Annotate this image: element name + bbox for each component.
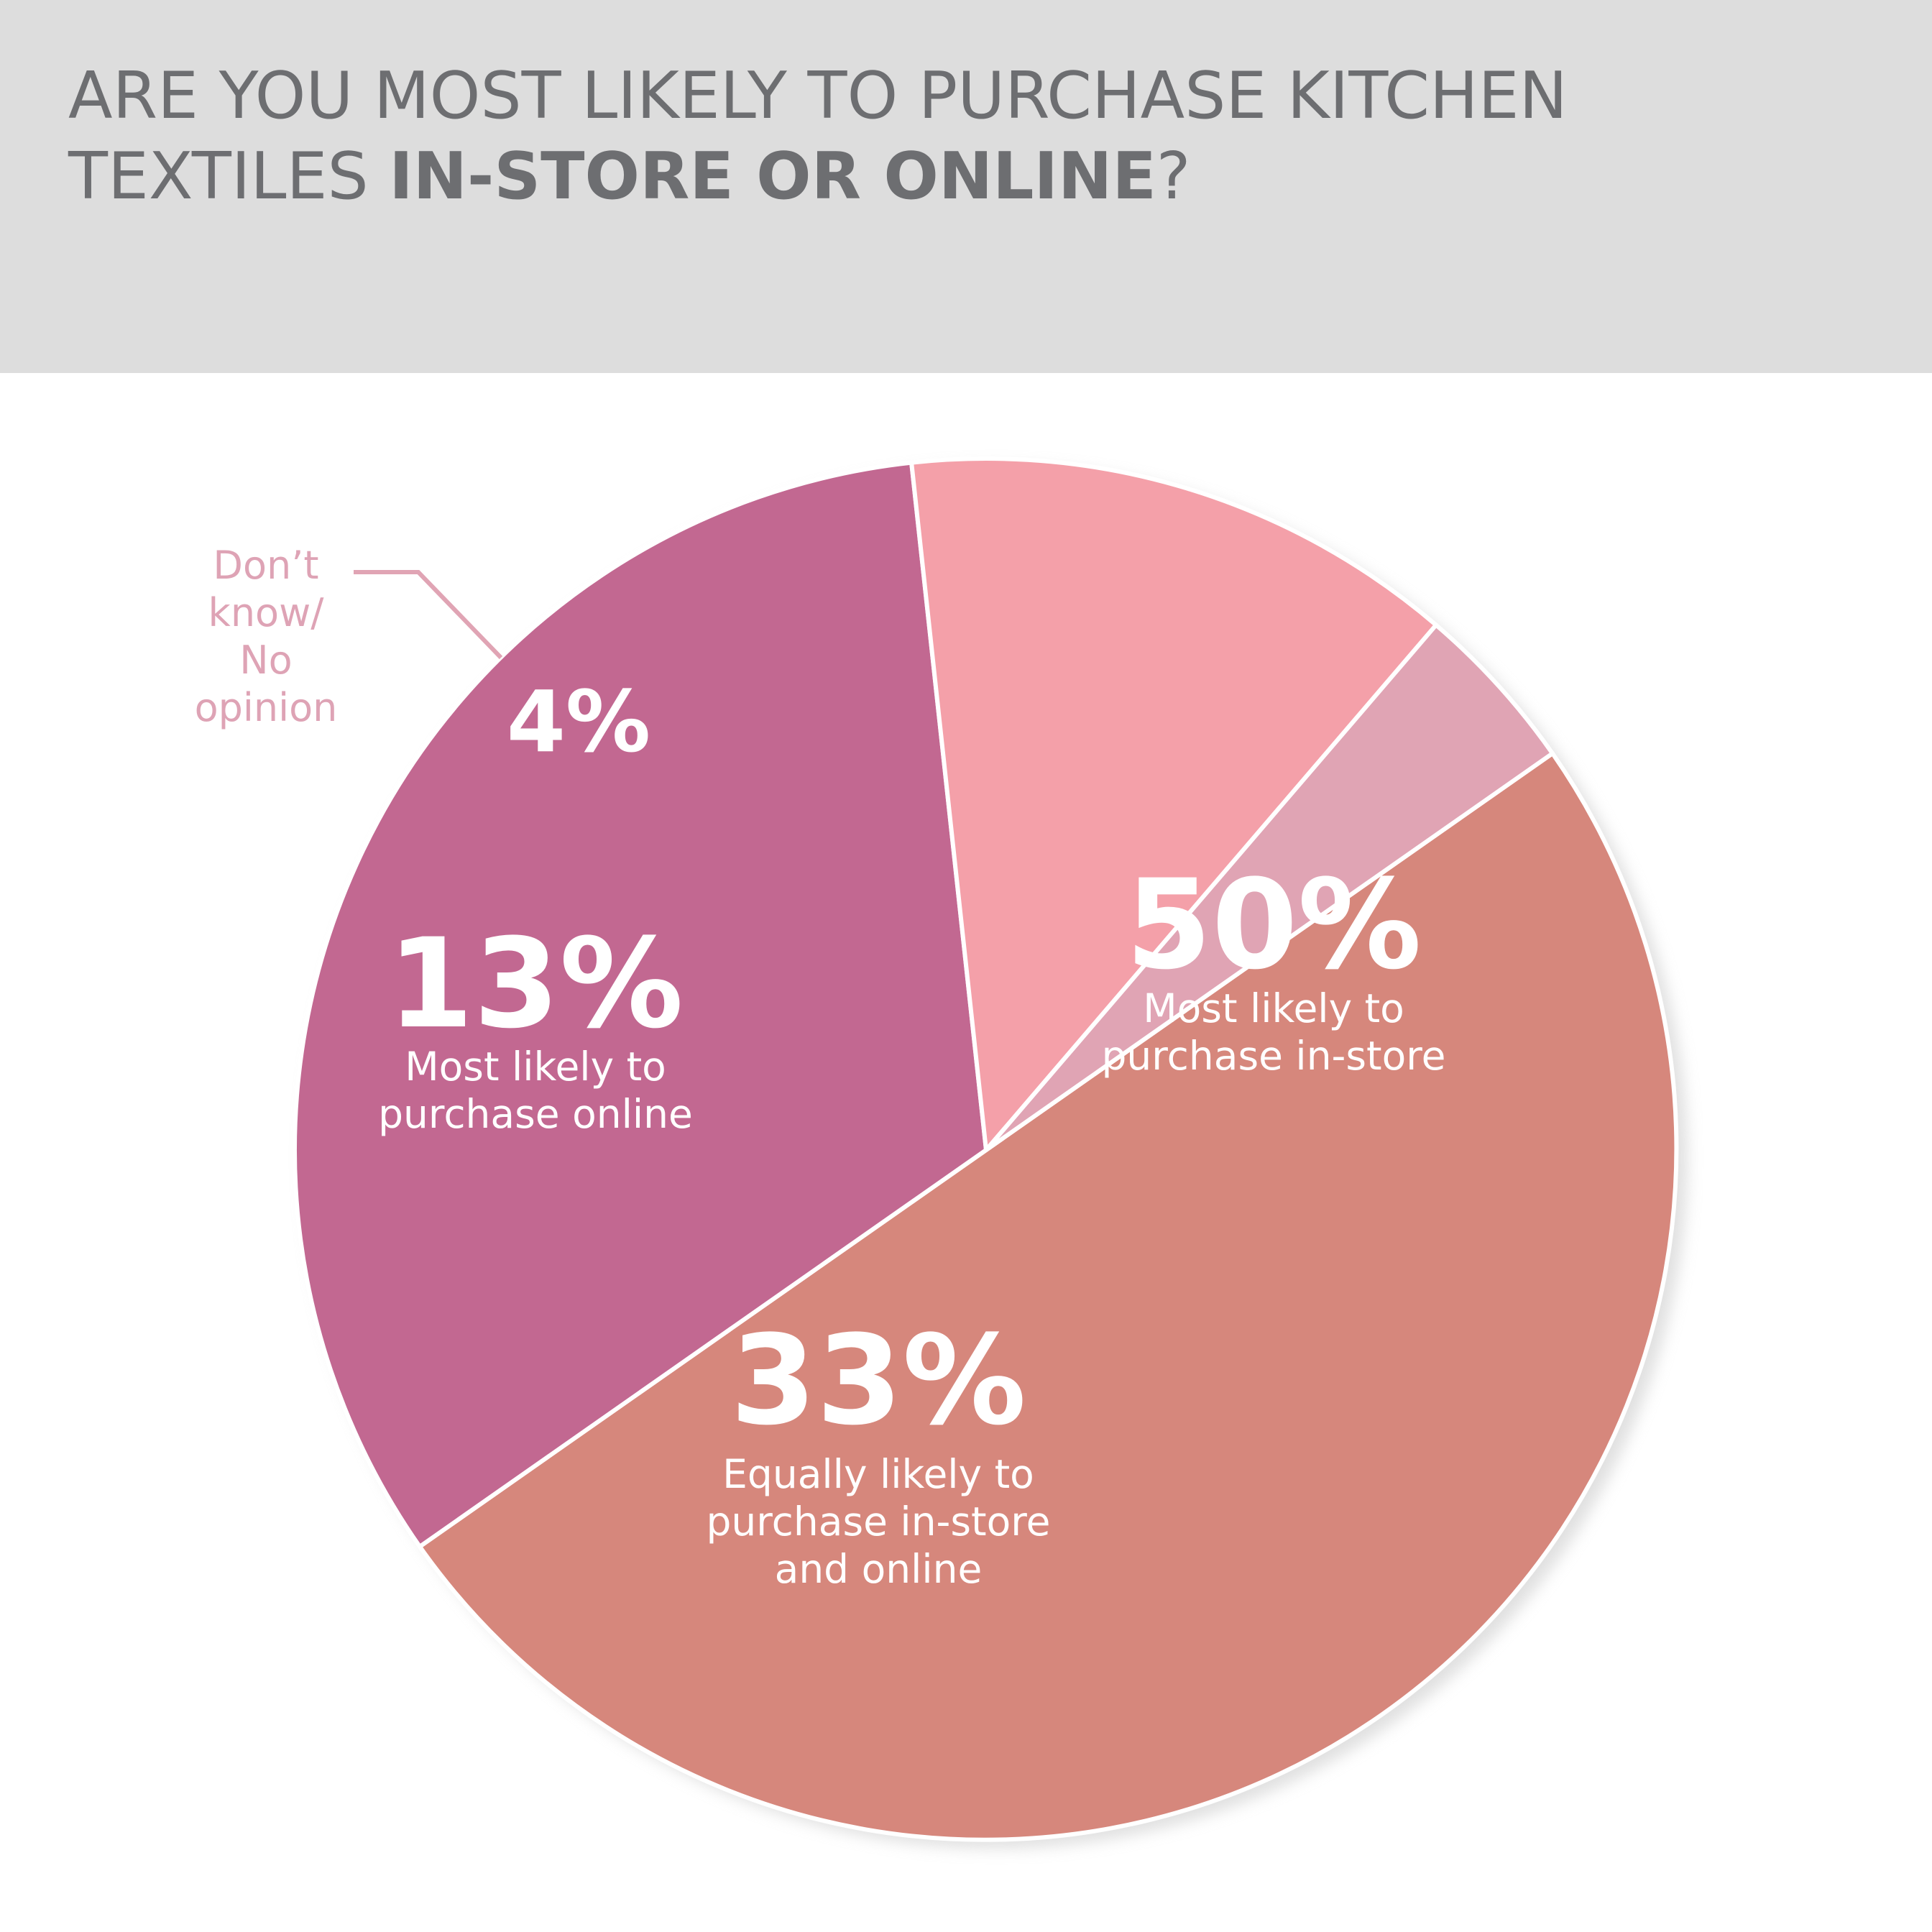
callout-label-line-1: know/ [208, 590, 325, 635]
title-line-2-regular: TEXTILES [68, 139, 390, 214]
title-banner [0, 0, 1932, 373]
slice-percent-label-0: 50% [1126, 852, 1422, 997]
title-line-2: TEXTILES IN-STORE OR ONLINE? [68, 137, 1908, 217]
slice-description-1-line-1: purchase in-store [706, 1499, 1050, 1545]
callout-label-line-2: No [239, 638, 292, 683]
chart-title: ARE YOU MOST LIKELY TO PURCHASE KITCHEN … [68, 56, 1908, 217]
callout-label-line-3: opinion [195, 685, 338, 730]
pie-slice-3 [984, 622, 1555, 1152]
title-line-2-bold: IN-STORE OR ONLINE [389, 139, 1156, 214]
slice-percent-label-1: 33% [730, 1308, 1026, 1453]
pie-slice-0 [417, 751, 1679, 1842]
callout-leader-line [354, 570, 503, 660]
title-line-2-end: ? [1156, 139, 1191, 214]
slice-percent-label-2: 13% [387, 911, 684, 1056]
title-line-1: ARE YOU MOST LIKELY TO PURCHASE KITCHEN [68, 58, 1568, 134]
slice-description-0-line-1: purchase in-store [1101, 1033, 1445, 1079]
slice-percent-label-3: 4% [507, 672, 650, 771]
slice-description-1-line-0: Equally likely to [722, 1451, 1034, 1497]
slice-description-2-line-0: Most likely to [405, 1044, 666, 1090]
pie-slice-2 [909, 456, 1439, 1152]
slice-description-2-line-1: purchase online [378, 1091, 693, 1137]
slice-description-1-line-2: and online [775, 1546, 983, 1592]
callout-label-line-0: Don’t [213, 543, 318, 588]
pie-slice-1 [293, 460, 988, 1549]
slice-description-0-line-0: Most likely to [1143, 985, 1404, 1031]
